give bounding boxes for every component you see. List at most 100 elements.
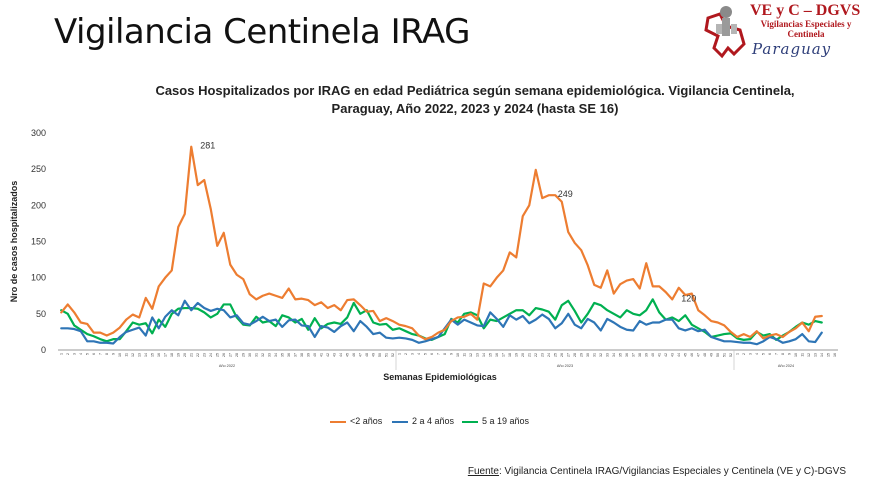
x-tick-label: 16	[495, 353, 499, 357]
x-tick-label: 26	[560, 353, 564, 357]
x-tick-label: 51	[384, 353, 388, 357]
x-tick-label: 46	[352, 353, 356, 357]
chart-axes	[58, 349, 838, 370]
x-tick-label: 2	[66, 353, 70, 355]
legend-swatch-2-4	[392, 420, 408, 423]
logo-heading: VE y C – DGVS	[750, 2, 861, 19]
y-tick-label: 250	[31, 164, 46, 174]
x-tick-label: 11	[124, 353, 128, 357]
y-tick-label: 150	[31, 237, 46, 247]
x-tick-label: 42	[326, 353, 330, 357]
logo-subheading: Vigilancias Especiales y Centinela	[752, 19, 860, 39]
x-tick-label: 16	[833, 353, 837, 357]
x-tick-label: 49	[371, 353, 375, 357]
x-tick-label: 21	[189, 353, 193, 357]
x-tick-label: 44	[677, 353, 681, 357]
x-tick-label: 5	[761, 353, 765, 355]
chart-title-line-1: Casos Hospitalizados por IRAG en edad Pe…	[155, 83, 795, 98]
y-axis-label: Nro de casos hospitalizados	[9, 181, 19, 303]
x-tick-label: 41	[657, 353, 661, 357]
y-tick-label: 100	[31, 273, 46, 283]
x-tick-label: 51	[722, 353, 726, 357]
x-tick-label: 1	[59, 353, 63, 355]
x-tick-label: 9	[449, 353, 453, 355]
x-tick-label: 30	[248, 353, 252, 357]
legend-item-5-19: 5 a 19 años	[462, 416, 529, 426]
x-tick-label: 5	[423, 353, 427, 355]
logo-country: Paraguay	[752, 40, 832, 58]
x-tick-label: 26	[222, 353, 226, 357]
x-tick-label: 19	[514, 353, 518, 357]
x-tick-label: 33	[605, 353, 609, 357]
x-tick-label: 52	[391, 353, 395, 357]
x-tick-label: 19	[176, 353, 180, 357]
x-tick-label: 5	[85, 353, 89, 355]
x-tick-label: 2	[742, 353, 746, 355]
slide-title: Vigilancia Centinela IRAG	[54, 12, 470, 52]
x-tick-label: 41	[319, 353, 323, 357]
chart-title-line-2: Paraguay, Año 2022, 2023 y 2024 (hasta S…	[331, 101, 619, 116]
x-tick-label: 21	[527, 353, 531, 357]
x-tick-label: 22	[534, 353, 538, 357]
x-tick-label: 34	[612, 353, 616, 357]
x-tick-label: 47	[696, 353, 700, 357]
x-tick-label: 3	[72, 353, 76, 355]
x-tick-label: 47	[358, 353, 362, 357]
x-tick-label: 15	[150, 353, 154, 357]
x-tick-label: 32	[599, 353, 603, 357]
x-tick-label: 27	[566, 353, 570, 357]
x-tick-label: 33	[267, 353, 271, 357]
x-tick-label: 36	[625, 353, 629, 357]
logo-sub-line-2: Centinela	[787, 29, 825, 39]
x-tick-label: 35	[280, 353, 284, 357]
x-tick-label: 11	[462, 353, 466, 357]
x-tick-label: 52	[729, 353, 733, 357]
x-tick-label: 39	[306, 353, 310, 357]
x-tick-label: 13	[813, 353, 817, 357]
x-tick-label: 15	[488, 353, 492, 357]
x-tick-label: 8	[443, 353, 447, 355]
legend-item-2-4: 2 a 4 años	[392, 416, 454, 426]
x-tick-label: 14	[820, 353, 824, 357]
x-tick-label: 7	[98, 353, 102, 355]
legend-swatch-5-19	[462, 420, 478, 423]
x-tick-label: 45	[345, 353, 349, 357]
x-tick-label: 40	[313, 353, 317, 357]
legend-label-5-19: 5 a 19 años	[482, 416, 530, 426]
x-tick-label: 46	[690, 353, 694, 357]
x-tick-label: 36	[287, 353, 291, 357]
series-line-a2_4	[60, 299, 823, 346]
y-tick-label: 0	[41, 345, 46, 355]
x-tick-label: 23	[540, 353, 544, 357]
x-tick-label: 50	[378, 353, 382, 357]
x-tick-label: 9	[111, 353, 115, 355]
x-tick-label: 4	[417, 353, 421, 355]
x-tick-label: 29	[579, 353, 583, 357]
x-tick-label: 7	[436, 353, 440, 355]
data-label: 249	[558, 189, 573, 199]
x-tick-label: 4	[755, 353, 759, 355]
data-label: 47	[844, 0, 854, 2]
x-tick-label: 17	[163, 353, 167, 357]
x-tick-label: 24	[547, 353, 551, 357]
x-tick-label: 2	[404, 353, 408, 355]
data-label: 120	[681, 293, 696, 303]
x-tick-label: 6	[768, 353, 772, 355]
x-tick-label: 20	[521, 353, 525, 357]
x-tick-label: 49	[709, 353, 713, 357]
y-tick-label: 300	[31, 128, 46, 138]
x-tick-label: 3	[748, 353, 752, 355]
x-tick-label: 38	[300, 353, 304, 357]
x-tick-label: 25	[553, 353, 557, 357]
x-tick-label: 48	[703, 353, 707, 357]
x-tick-label: 1	[735, 353, 739, 355]
x-tick-label: 31	[592, 353, 596, 357]
data-label: 281	[200, 141, 215, 151]
x-tick-label: 20	[183, 353, 187, 357]
x-tick-label: 10	[794, 353, 798, 357]
x-tick-label: 39	[644, 353, 648, 357]
source-text: : Vigilancia Centinela IRAG/Vigilancias …	[498, 466, 846, 477]
ministry-emblem-icon	[704, 6, 746, 59]
x-tick-label: 15	[826, 353, 830, 357]
x-tick-label: 10	[456, 353, 460, 357]
